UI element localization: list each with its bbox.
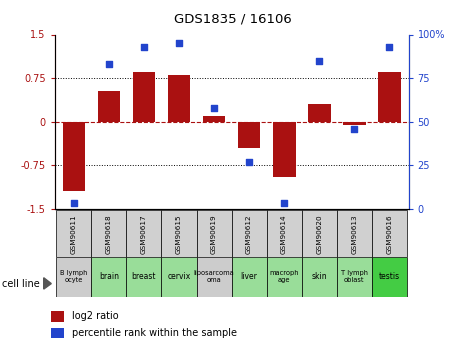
Text: B lymph
ocyte: B lymph ocyte: [60, 270, 87, 283]
Text: GSM90620: GSM90620: [316, 214, 322, 254]
Bar: [232, 257, 266, 297]
Bar: [57, 210, 91, 257]
Bar: [63, 122, 86, 191]
Text: cell line: cell line: [2, 279, 40, 288]
Bar: [57, 257, 91, 297]
Text: log2 ratio: log2 ratio: [72, 312, 119, 321]
Bar: [126, 257, 162, 297]
Text: skin: skin: [311, 272, 327, 282]
Bar: [97, 91, 120, 122]
Bar: [378, 72, 400, 122]
Bar: [337, 257, 372, 297]
Bar: [168, 75, 190, 122]
Point: [105, 61, 113, 67]
Polygon shape: [44, 278, 51, 289]
Bar: [266, 210, 302, 257]
Text: liver: liver: [241, 272, 257, 282]
Text: GSM90613: GSM90613: [351, 214, 357, 254]
Point: [245, 159, 253, 165]
Text: cervix: cervix: [167, 272, 190, 282]
Text: GSM90614: GSM90614: [281, 214, 287, 254]
Bar: [273, 122, 295, 177]
Point: [140, 44, 148, 49]
Text: liposarcoma
oma: liposarcoma oma: [194, 270, 235, 283]
Point: [280, 201, 288, 206]
Point: [175, 40, 183, 46]
Point: [351, 126, 358, 131]
Text: GSM90619: GSM90619: [211, 214, 217, 254]
Bar: [162, 210, 197, 257]
Text: breast: breast: [132, 272, 156, 282]
Bar: [343, 122, 366, 125]
Bar: [232, 210, 266, 257]
Bar: [372, 257, 407, 297]
Bar: [238, 122, 260, 148]
Text: GSM90612: GSM90612: [246, 214, 252, 254]
Bar: [372, 210, 407, 257]
Point: [210, 105, 218, 110]
Bar: [162, 257, 197, 297]
Text: GSM90615: GSM90615: [176, 214, 182, 254]
Text: percentile rank within the sample: percentile rank within the sample: [72, 328, 237, 338]
Bar: [337, 210, 372, 257]
Bar: [266, 257, 302, 297]
Bar: [51, 311, 64, 322]
Bar: [302, 257, 337, 297]
Text: testis: testis: [379, 272, 400, 282]
Text: brain: brain: [99, 272, 119, 282]
Text: GSM90617: GSM90617: [141, 214, 147, 254]
Bar: [203, 116, 226, 122]
Point: [315, 58, 323, 63]
Text: GDS1835 / 16106: GDS1835 / 16106: [174, 12, 292, 25]
Point: [385, 44, 393, 49]
Text: macroph
age: macroph age: [269, 270, 299, 283]
Bar: [91, 210, 126, 257]
Bar: [126, 210, 162, 257]
Point: [70, 201, 78, 206]
Bar: [197, 257, 232, 297]
Bar: [133, 72, 155, 122]
Text: T lymph
oblast: T lymph oblast: [341, 270, 368, 283]
Text: GSM90611: GSM90611: [71, 214, 77, 254]
Bar: [91, 257, 126, 297]
Text: GSM90618: GSM90618: [106, 214, 112, 254]
Bar: [51, 328, 64, 338]
Bar: [197, 210, 232, 257]
Bar: [302, 210, 337, 257]
Text: GSM90616: GSM90616: [386, 214, 392, 254]
Bar: [308, 104, 331, 122]
